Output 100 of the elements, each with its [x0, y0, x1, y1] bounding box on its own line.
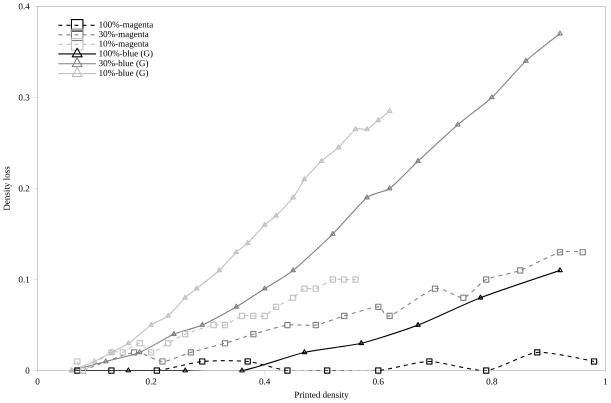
- point: [171, 331, 177, 336]
- point: [216, 267, 222, 272]
- x-tick-label: 0.6: [372, 378, 384, 385]
- legend-label: 10%-magenta: [99, 40, 149, 49]
- point: [534, 349, 540, 356]
- point: [74, 358, 80, 365]
- point: [523, 58, 529, 63]
- legend-label: 100%-blue (G): [99, 50, 153, 58]
- point: [182, 294, 188, 300]
- point: [102, 358, 109, 364]
- point: [199, 322, 206, 327]
- point: [188, 349, 194, 356]
- point: [341, 312, 348, 320]
- point: [262, 285, 268, 290]
- point: [126, 367, 132, 372]
- point: [460, 294, 467, 301]
- point: [590, 358, 598, 365]
- x-tick-label: 0.4: [259, 378, 270, 385]
- point: [194, 285, 200, 290]
- point: [120, 349, 126, 356]
- point: [330, 276, 336, 283]
- point: [290, 294, 296, 301]
- point: [284, 367, 291, 374]
- point: [454, 122, 461, 127]
- point: [352, 276, 359, 283]
- point: [375, 304, 382, 310]
- point: [148, 349, 154, 356]
- point: [302, 349, 308, 354]
- legend-label: 30%-blue (G): [99, 60, 148, 68]
- point: [312, 285, 319, 292]
- point: [108, 367, 115, 374]
- point: [148, 322, 154, 327]
- point: [154, 367, 160, 374]
- point: [432, 285, 438, 292]
- point: [126, 340, 132, 346]
- x-axis-title: Printed density: [294, 391, 349, 400]
- point: [324, 367, 330, 374]
- x-tick-label: 1: [604, 378, 608, 384]
- x-tick-label: 0.8: [486, 378, 498, 385]
- point: [302, 176, 308, 182]
- point: [517, 267, 524, 274]
- point: [92, 358, 98, 364]
- x-tick-label: 0.2: [146, 378, 156, 385]
- point: [165, 312, 171, 318]
- y-tick-label: 0.2: [18, 185, 30, 192]
- point: [375, 117, 382, 122]
- point: [222, 340, 228, 346]
- y-tick-label: 0: [26, 368, 30, 374]
- point: [273, 212, 279, 218]
- point: [244, 358, 251, 365]
- point: [290, 267, 296, 272]
- point: [312, 322, 319, 328]
- y-axis-title: Density loss: [3, 166, 12, 210]
- point: [386, 185, 392, 190]
- point: [478, 294, 484, 300]
- point: [210, 322, 217, 328]
- point: [244, 240, 250, 245]
- legend-label: 30%-magenta: [99, 31, 149, 40]
- point: [290, 194, 296, 200]
- point: [233, 249, 240, 254]
- point: [482, 276, 490, 283]
- legend-label: 10%-blue (G): [99, 70, 148, 78]
- point: [222, 322, 228, 328]
- point: [159, 358, 166, 365]
- point: [284, 322, 291, 328]
- point: [262, 222, 268, 227]
- y-tick-label: 0.3: [18, 94, 30, 101]
- point: [415, 322, 421, 327]
- point: [233, 304, 240, 309]
- point: [489, 94, 495, 100]
- point: [364, 194, 370, 200]
- point: [375, 367, 382, 374]
- point: [182, 331, 188, 338]
- point: [426, 358, 433, 365]
- point: [415, 158, 421, 164]
- point: [386, 312, 393, 320]
- point: [341, 276, 348, 283]
- point: [330, 230, 336, 236]
- point: [364, 126, 370, 132]
- point: [182, 367, 188, 372]
- point: [358, 340, 364, 346]
- point: [239, 367, 245, 372]
- point: [74, 367, 80, 374]
- point: [165, 340, 172, 346]
- point: [301, 285, 308, 292]
- point: [250, 312, 257, 320]
- x-tick-label: 0: [36, 378, 40, 385]
- y-tick-label: 0.4: [18, 3, 30, 10]
- point: [318, 158, 324, 164]
- point: [556, 249, 564, 256]
- point: [336, 144, 342, 150]
- point: [272, 304, 280, 310]
- point: [262, 312, 268, 320]
- point: [136, 340, 143, 346]
- y-tick-label: 0.1: [18, 276, 30, 283]
- point: [482, 367, 490, 374]
- legend-label: 100%-magenta: [99, 22, 154, 30]
- point: [250, 331, 257, 338]
- point: [199, 358, 206, 365]
- point: [580, 249, 586, 256]
